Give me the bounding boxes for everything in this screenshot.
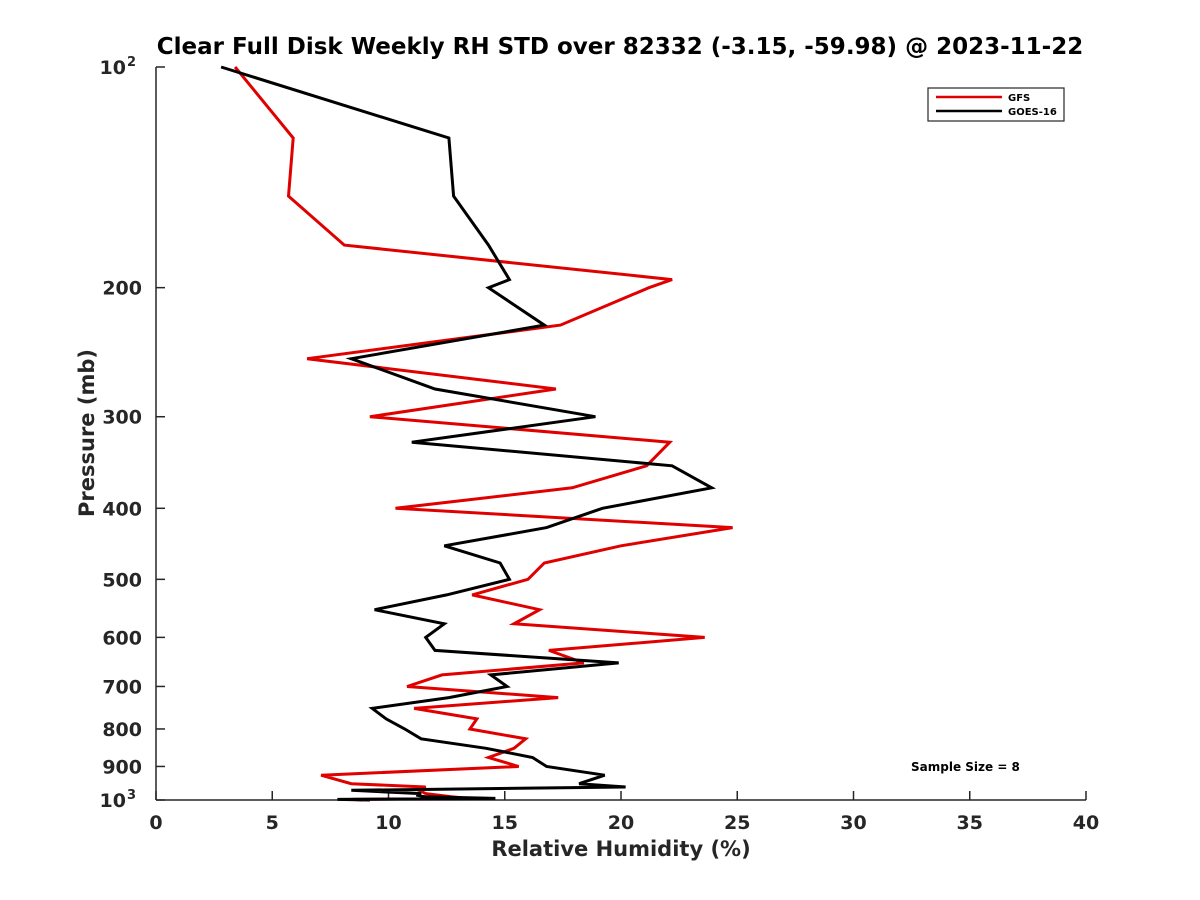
x-axis-ticks: 0 5 10 15 20 25 30 35 40 (149, 791, 1099, 834)
series-line-gfs (233, 66, 733, 802)
x-tick-label: 20 (608, 812, 634, 834)
y-tick-label: 300 (102, 407, 142, 429)
y-tick-label: 400 (102, 498, 142, 520)
legend-label-goes16: GOES-16 (1008, 107, 1057, 118)
y-tick-label: 800 (102, 719, 142, 741)
x-tick-label: 10 (375, 812, 401, 834)
x-tick-label: 25 (724, 812, 750, 834)
x-tick-label: 15 (492, 812, 518, 834)
y-tick-label: 10 (100, 57, 126, 79)
y-tick-label: 900 (102, 756, 142, 778)
y-tick-label: 700 (102, 676, 142, 698)
y-tick-label-exponent: 3 (127, 788, 136, 803)
legend: GFS GOES-16 (927, 87, 1065, 122)
chart-title: Clear Full Disk Weekly RH STD over 82332… (157, 34, 1083, 60)
x-tick-label: 5 (266, 812, 279, 834)
legend-label-gfs: GFS (1008, 93, 1030, 104)
y-axis-label: Pressure (mb) (75, 349, 99, 517)
x-tick-label: 35 (957, 812, 983, 834)
y-tick-label: 500 (102, 569, 142, 591)
y-tick-label: 200 (102, 278, 142, 300)
y-tick-label: 600 (102, 627, 142, 649)
x-tick-label: 0 (149, 812, 162, 834)
series-line-goes16 (220, 65, 717, 802)
sample-size-annotation: Sample Size = 8 (911, 760, 1020, 774)
y-tick-label-exponent: 2 (127, 55, 136, 70)
series-lines (220, 65, 733, 802)
legend-box (927, 87, 1065, 122)
x-tick-label: 30 (840, 812, 866, 834)
axes (155, 67, 1086, 801)
x-tick-label: 40 (1073, 812, 1099, 834)
y-tick-label: 10 (100, 790, 126, 812)
x-axis-label: Relative Humidity (%) (491, 837, 750, 861)
